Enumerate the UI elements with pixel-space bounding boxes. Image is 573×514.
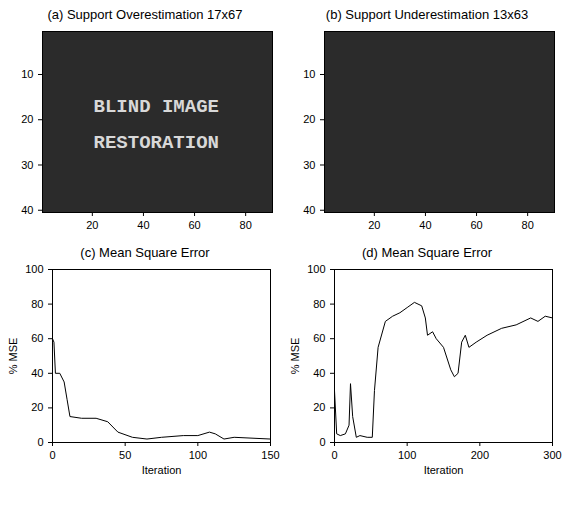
svg-text:% MSE: % MSE bbox=[7, 338, 19, 375]
html-text:(b) Support Underestimation 13: (b) Support Underestimation 13x63 bbox=[325, 7, 529, 22]
svg-text:80: 80 bbox=[522, 219, 534, 231]
svg-text:20: 20 bbox=[21, 113, 33, 125]
svg-text:100: 100 bbox=[398, 449, 416, 461]
svg-text:100: 100 bbox=[189, 449, 207, 461]
svg-text:40: 40 bbox=[137, 219, 149, 231]
svg-text:0: 0 bbox=[49, 449, 55, 461]
svg-text:10: 10 bbox=[21, 68, 33, 80]
svg-text:150: 150 bbox=[261, 449, 279, 461]
svg-text:40: 40 bbox=[31, 367, 43, 379]
svg-text:100: 100 bbox=[307, 263, 325, 275]
svg-text:0: 0 bbox=[37, 436, 43, 448]
svg-text:% MSE: % MSE bbox=[289, 338, 301, 375]
svg-text:40: 40 bbox=[419, 219, 431, 231]
html-text:(d) Mean Square Error: (d) Mean Square Error bbox=[362, 245, 492, 260]
svg-text:200: 200 bbox=[471, 449, 489, 461]
svg-text:40: 40 bbox=[313, 367, 325, 379]
svg-text:BLIND IMAGE: BLIND IMAGE bbox=[94, 96, 219, 118]
svg-text:40: 40 bbox=[303, 204, 315, 216]
svg-text:60: 60 bbox=[470, 219, 482, 231]
html-text:(a) Support Overestimation 17x: (a) Support Overestimation 17x67 bbox=[47, 7, 243, 22]
svg-text:60: 60 bbox=[31, 332, 43, 344]
svg-text:300: 300 bbox=[543, 449, 561, 461]
svg-text:60: 60 bbox=[313, 332, 325, 344]
svg-text:30: 30 bbox=[21, 159, 33, 171]
html-text:(c) Mean Square Error: (c) Mean Square Error bbox=[80, 245, 210, 260]
svg-text:80: 80 bbox=[240, 219, 252, 231]
svg-text:RESTORATION: RESTORATION bbox=[94, 132, 219, 154]
svg-text:20: 20 bbox=[86, 219, 98, 231]
svg-text:10: 10 bbox=[303, 68, 315, 80]
svg-text:0: 0 bbox=[331, 449, 337, 461]
svg-text:20: 20 bbox=[303, 113, 315, 125]
svg-text:Iteration: Iteration bbox=[142, 464, 182, 476]
svg-text:40: 40 bbox=[21, 204, 33, 216]
svg-text:80: 80 bbox=[31, 298, 43, 310]
svg-text:20: 20 bbox=[31, 401, 43, 413]
svg-text:0: 0 bbox=[319, 436, 325, 448]
svg-text:20: 20 bbox=[313, 401, 325, 413]
svg-text:80: 80 bbox=[313, 298, 325, 310]
svg-text:30: 30 bbox=[303, 159, 315, 171]
svg-text:60: 60 bbox=[188, 219, 200, 231]
svg-text:Iteration: Iteration bbox=[424, 464, 464, 476]
svg-text:20: 20 bbox=[368, 219, 380, 231]
svg-text:50: 50 bbox=[119, 449, 131, 461]
svg-text:100: 100 bbox=[25, 263, 43, 275]
